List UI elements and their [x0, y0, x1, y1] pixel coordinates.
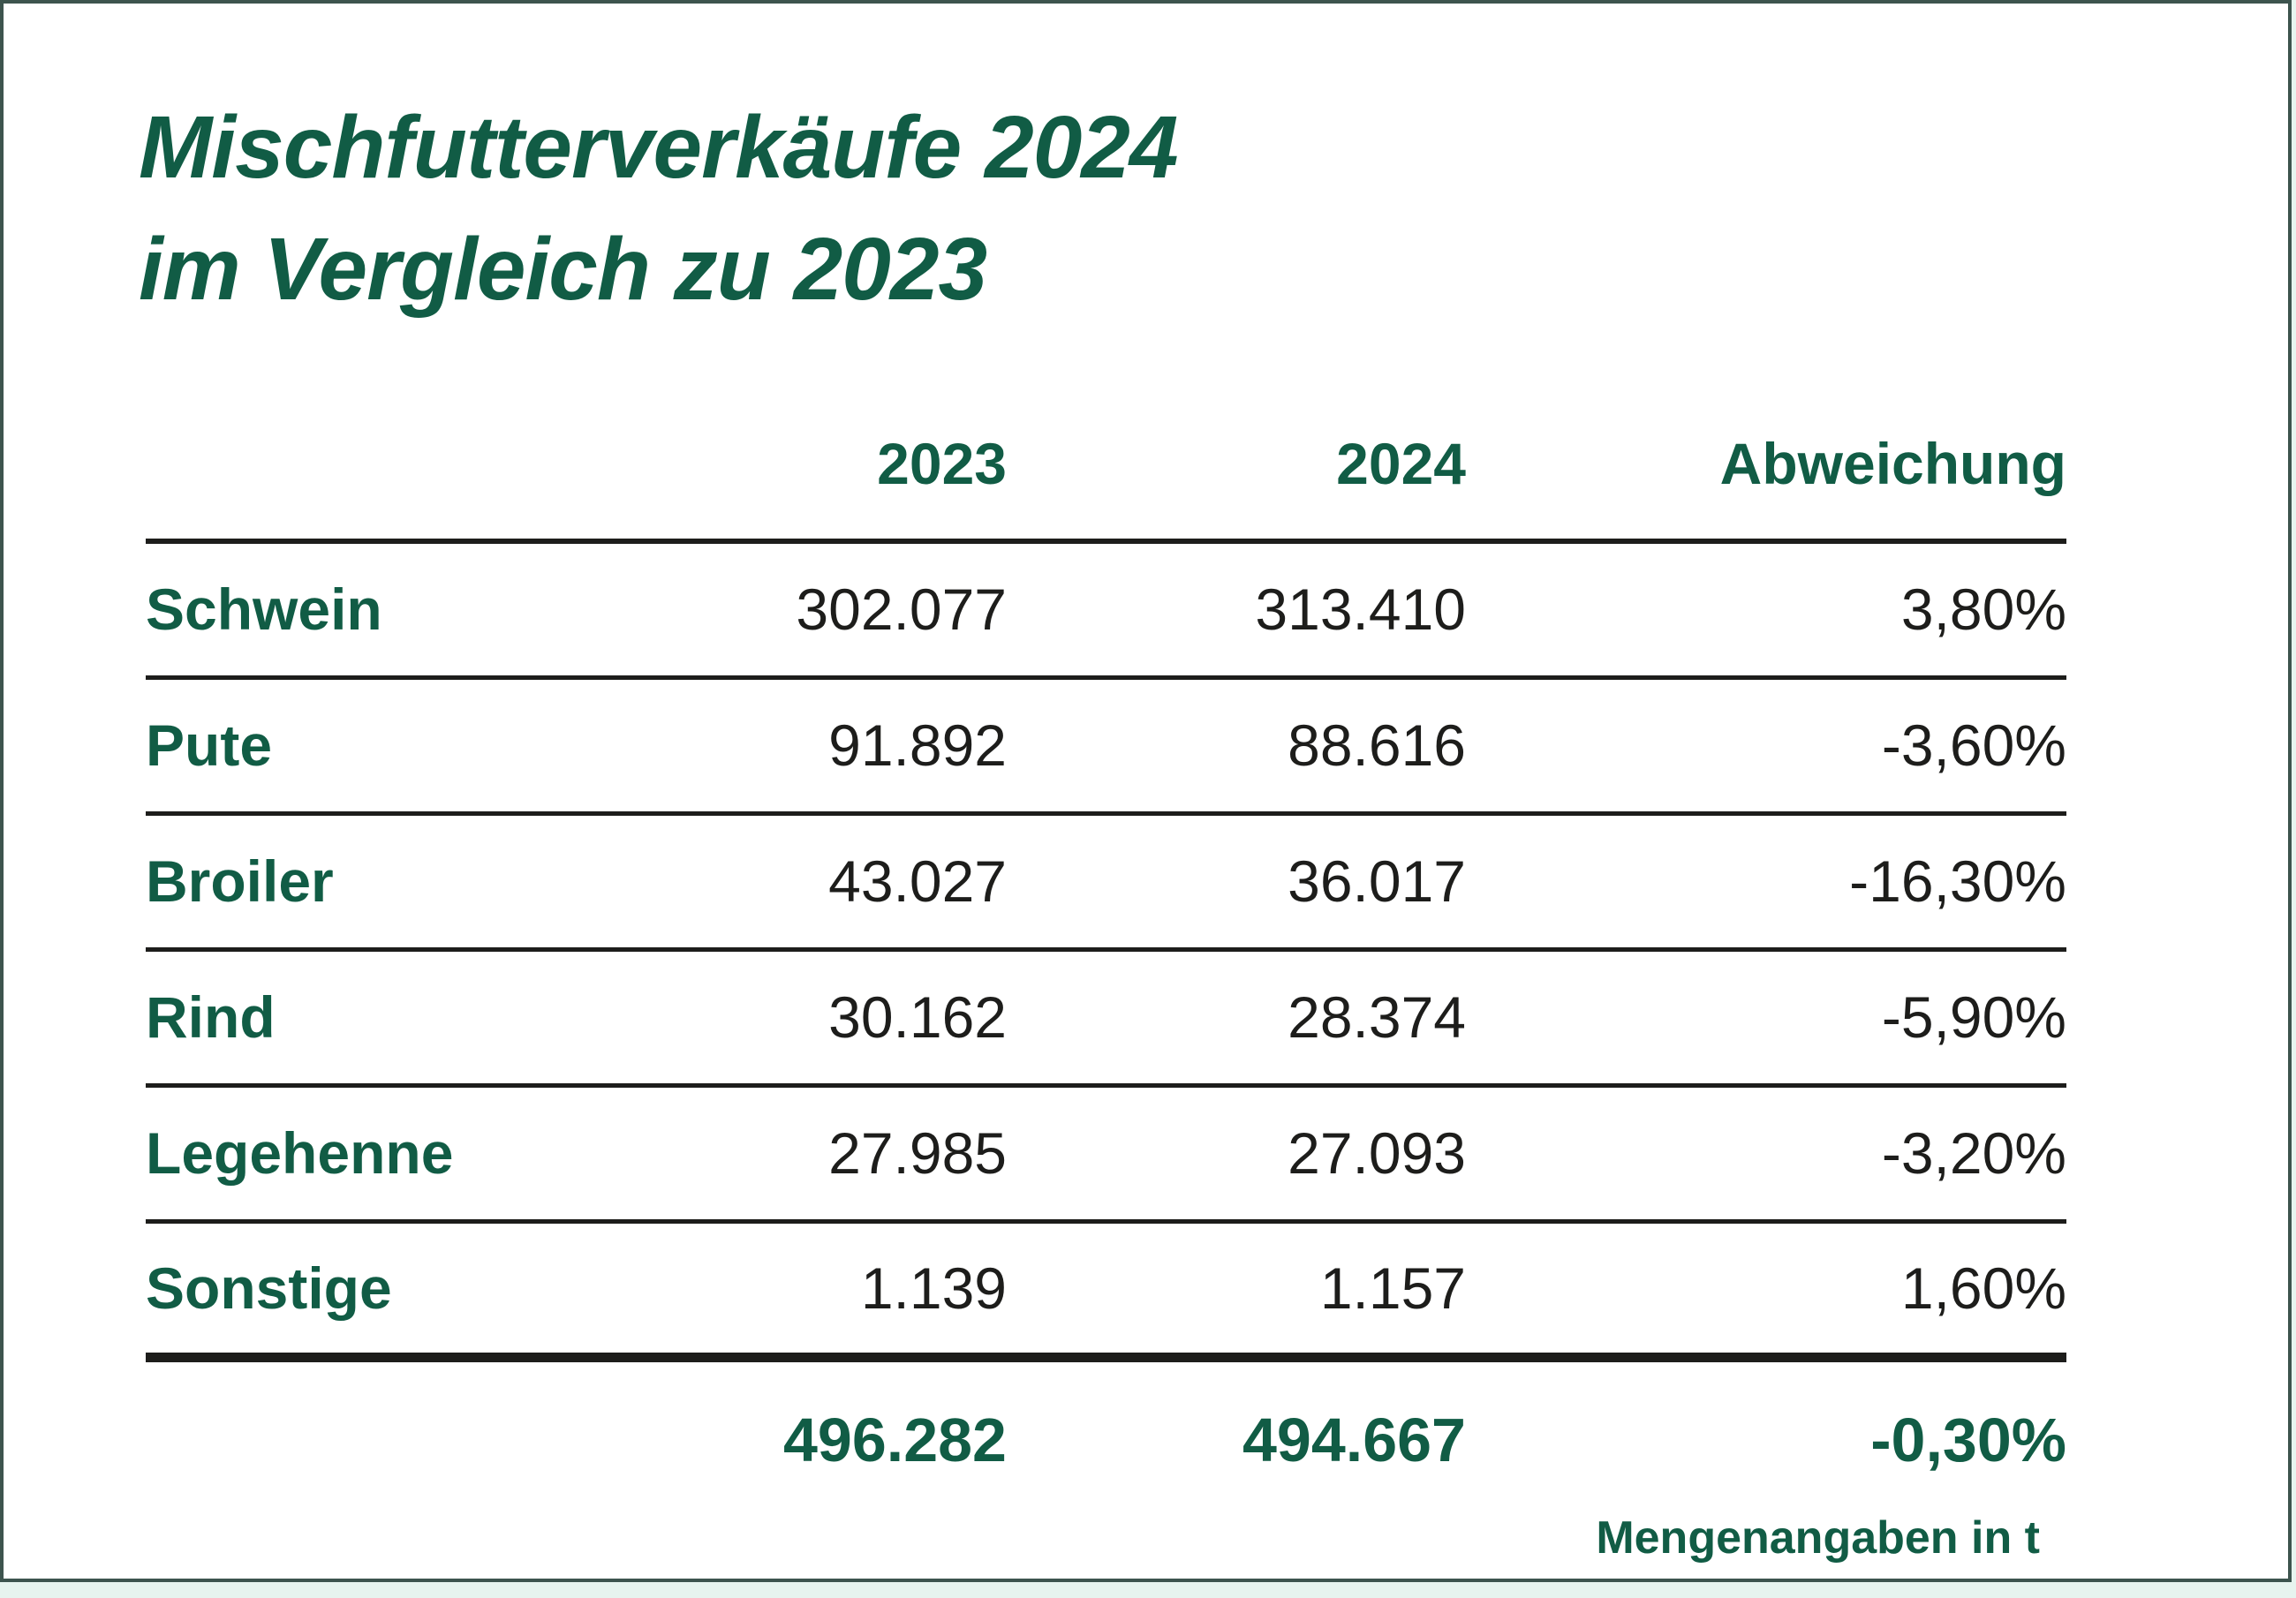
totals-label-empty [146, 1357, 623, 1518]
table-totals-row: 496.282 494.667 -0,30% [146, 1357, 2066, 1518]
value-deviation: 3,80% [1466, 541, 2066, 680]
column-header-2023: 2023 [623, 388, 1007, 544]
table-row-rind: Rind 30.162 28.374 -5,90% [146, 949, 2066, 1088]
value-2024: 88.616 [1007, 677, 1466, 816]
table-row-sonstige: Sonstige 1.139 1.157 1,60% [146, 1221, 2066, 1362]
total-deviation: -0,30% [1870, 1405, 2066, 1474]
value-2023: 43.027 [623, 813, 1007, 952]
value-deviation: -3,20% [1466, 1085, 2066, 1224]
value-deviation: -5,90% [1466, 949, 2066, 1088]
page-title: Mischfutterverkäufe 2024 im Vergleich zu… [139, 87, 1179, 330]
table-row-schwein: Schwein 302.077 313.410 3,80% [146, 541, 2066, 680]
table-row-pute: Pute 91.892 88.616 -3,60% [146, 677, 2066, 816]
table-row-legehenne: Legehenne 27.985 27.093 -3,20% [146, 1085, 2066, 1224]
value-2024: 36.017 [1007, 813, 1466, 952]
row-label: Broiler [146, 813, 623, 952]
value-2023: 91.892 [623, 677, 1007, 816]
column-header-2024: 2024 [1007, 388, 1466, 544]
table-header-row: 2023 2024 Abweichung [146, 388, 2066, 544]
value-2024: 28.374 [1007, 949, 1466, 1088]
value-deviation: -3,60% [1466, 677, 2066, 816]
value-2023: 27.985 [623, 1085, 1007, 1224]
row-label: Rind [146, 949, 623, 1088]
value-2023: 30.162 [623, 949, 1007, 1088]
value-2024: 313.410 [1007, 541, 1466, 680]
page-title-line1: Mischfutterverkäufe 2024 [139, 98, 1179, 197]
page-title-line2: im Vergleich zu 2023 [139, 220, 987, 319]
column-header-empty [146, 388, 623, 544]
row-label: Sonstige [146, 1221, 623, 1362]
value-2024: 1.157 [1007, 1221, 1466, 1362]
table-row-broiler: Broiler 43.027 36.017 -16,30% [146, 813, 2066, 952]
unit-footnote: Mengenangaben in t [1596, 1512, 2040, 1564]
row-label: Schwein [146, 541, 623, 680]
value-deviation: 1,60% [1466, 1221, 2066, 1362]
feed-sales-table: 2023 2024 Abweichung Schwein 302.077 313… [146, 388, 2066, 1518]
column-header-abweichung: Abweichung [1466, 388, 2066, 544]
value-2023: 1.139 [623, 1221, 1007, 1362]
total-2023: 496.282 [782, 1405, 1007, 1474]
value-2023: 302.077 [623, 541, 1007, 680]
value-2024: 27.093 [1007, 1085, 1466, 1224]
row-label: Legehenne [146, 1085, 623, 1224]
total-2024: 494.667 [1242, 1405, 1466, 1474]
row-label: Pute [146, 677, 623, 816]
value-deviation: -16,30% [1466, 813, 2066, 952]
